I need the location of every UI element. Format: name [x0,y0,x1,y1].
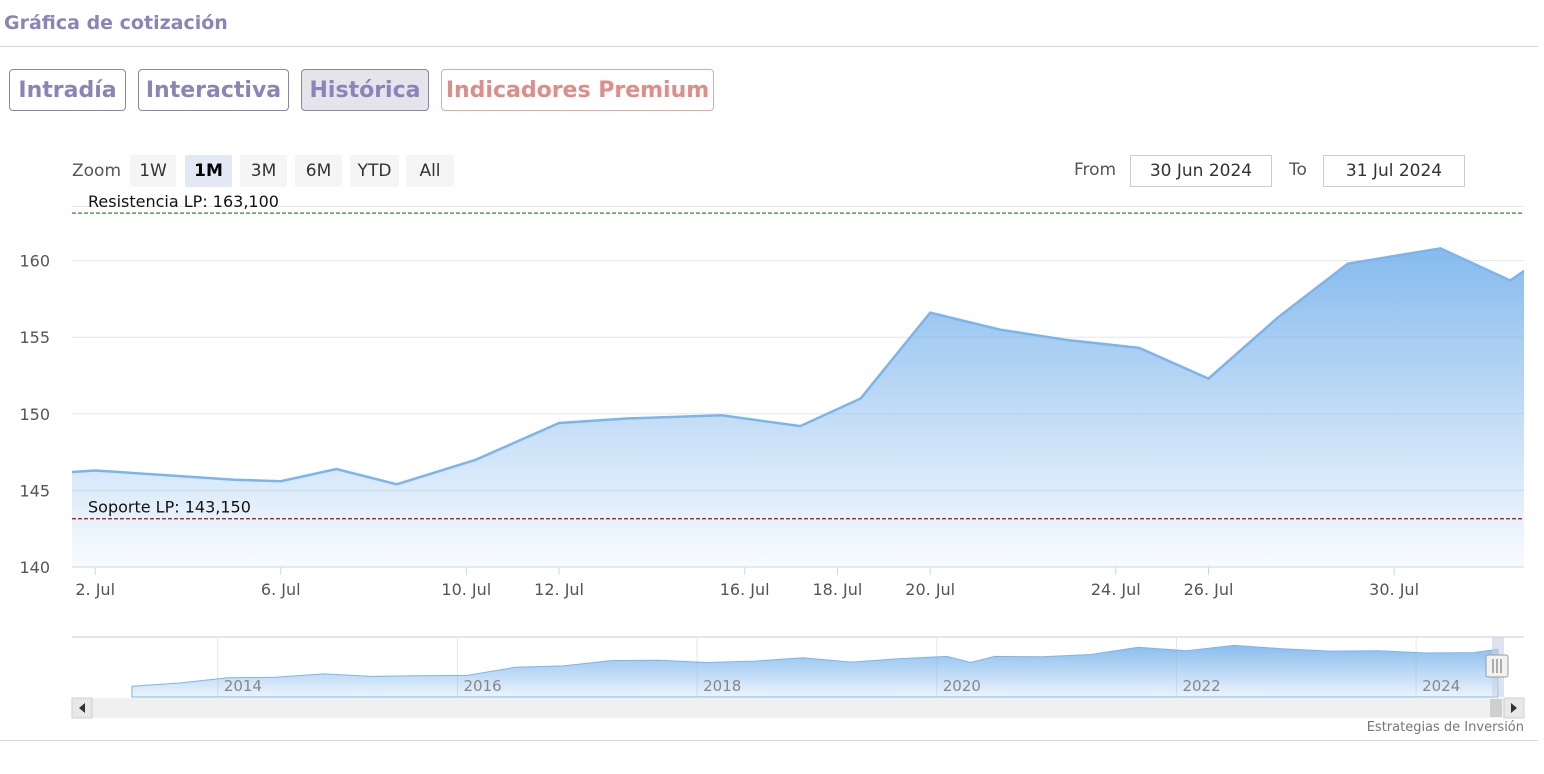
heading-divider [0,46,1538,47]
x-tick-label: 12. Jul [534,580,584,599]
x-tick-label: 6. Jul [261,580,301,599]
range-from-input[interactable]: 30 Jun 2024 [1130,155,1272,187]
plot-top-border [72,206,1524,207]
arrow-right-icon [1511,703,1517,713]
arrow-left-icon [79,703,85,713]
y-tick-label: 150 [19,405,50,424]
x-tick-label: 26. Jul [1184,580,1234,599]
tab-intradia[interactable]: Intradía [9,69,126,111]
support-label: Soporte LP: 143,150 [88,498,251,517]
x-tick-label: 20. Jul [905,580,955,599]
tab-interactiva[interactable]: Interactiva [138,69,289,111]
zoom-ytd-button[interactable]: YTD [350,155,399,187]
price-area [72,248,1524,567]
x-tick-label: 18. Jul [813,580,863,599]
scrollbar-track[interactable] [72,698,1524,718]
x-tick-label: 10. Jul [441,580,491,599]
navigator-tick-label: 2018 [703,677,741,695]
y-tick-label: 160 [19,252,50,271]
x-tick-label: 30. Jul [1369,580,1419,599]
range-from-label: From [1074,160,1117,180]
scrollbar-thumb[interactable] [1490,699,1502,717]
y-tick-label: 145 [19,481,50,500]
x-tick-label: 24. Jul [1091,580,1141,599]
price-line [72,247,1524,486]
navigator-area [131,644,1499,698]
zoom-1m-button[interactable]: 1M [185,155,232,187]
zoom-1w-button[interactable]: 1W [130,155,176,187]
x-tick-label: 2. Jul [75,580,115,599]
navigator-tick-label: 2022 [1182,677,1220,695]
x-tick-label: 16. Jul [720,580,770,599]
navigator-tick-label: 2020 [943,677,981,695]
bottom-divider [0,740,1538,741]
y-tick-label: 140 [19,558,50,577]
range-to-label: To [1289,160,1307,180]
navigator-tick-label: 2014 [224,677,262,695]
zoom-all-button[interactable]: All [406,155,454,187]
zoom-3m-button[interactable]: 3M [240,155,287,187]
navigator-handle[interactable] [1485,654,1509,678]
range-to-input[interactable]: 31 Jul 2024 [1323,155,1465,187]
tab-indicadores-premium[interactable]: Indicadores Premium [441,69,714,111]
navigator-tick-label: 2024 [1422,677,1460,695]
tab-historica[interactable]: Histórica [301,69,429,111]
navigator-tick-label: 2016 [463,677,501,695]
zoom-label: Zoom [72,161,122,181]
zoom-6m-button[interactable]: 6M [295,155,342,187]
chart-credit[interactable]: Estrategias de Inversión [1366,720,1524,735]
resistance-label: Resistencia LP: 163,100 [88,192,279,211]
y-tick-label: 155 [19,328,50,347]
page-title: Gráfica de cotización [4,12,228,34]
